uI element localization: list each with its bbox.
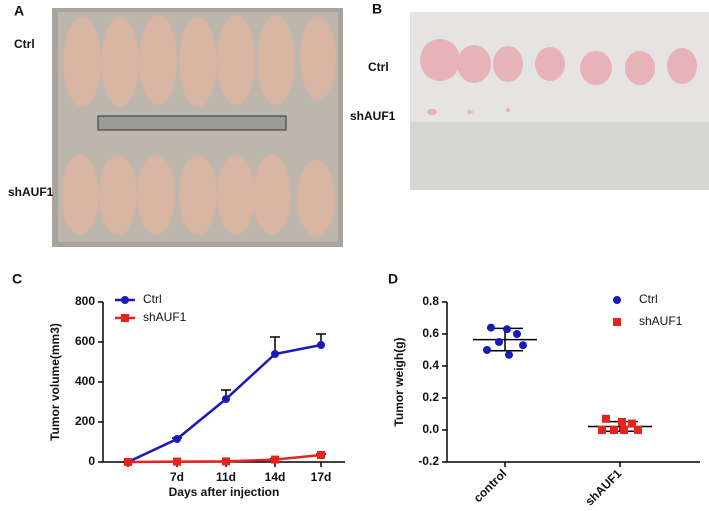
marker (505, 350, 513, 359)
photo-b (410, 12, 709, 190)
x-tick-label: 11d (216, 470, 236, 484)
marker (610, 426, 618, 434)
marker (613, 318, 621, 326)
y-tick-label: -0.2 (418, 454, 439, 468)
x-axis-label: Days after injection (169, 485, 280, 499)
marker (613, 296, 621, 304)
x-tick-label: control (471, 466, 510, 505)
marker (483, 346, 491, 354)
y-tick-label: 0.8 (422, 294, 439, 308)
marker (602, 414, 610, 423)
marker (598, 426, 606, 434)
marker (222, 395, 230, 403)
y-tick-label: 400 (75, 374, 95, 388)
x-tick-label: 14d (265, 470, 286, 484)
marker (317, 341, 325, 349)
marker (513, 330, 521, 338)
y-tick-label: 0.6 (422, 326, 439, 340)
marker (503, 325, 511, 334)
photo-label: Ctrl (368, 60, 389, 74)
panel-letter: C (12, 271, 22, 287)
marker (271, 455, 279, 464)
panel-letter: A (14, 3, 24, 19)
marker (634, 426, 642, 434)
legend-label: Ctrl (639, 292, 658, 306)
marker (495, 338, 503, 346)
marker (620, 426, 628, 434)
y-tick-label: 800 (75, 294, 95, 308)
panel-letter: D (388, 271, 398, 287)
y-tick-label: 0.0 (422, 422, 439, 436)
legend-label: shAUF1 (639, 314, 683, 328)
y-tick-label: 600 (75, 334, 95, 348)
marker (519, 341, 527, 350)
marker (271, 350, 279, 358)
marker (121, 314, 129, 322)
marker (173, 457, 181, 466)
y-axis-label: Tumor volume(mm3) (48, 323, 62, 441)
marker (487, 323, 495, 332)
marker (618, 418, 626, 426)
marker (173, 435, 181, 443)
legend-label: shAUF1 (143, 310, 187, 324)
panel-letter: B (372, 1, 382, 17)
marker (317, 451, 325, 459)
x-tick-label: shAUF1 (582, 466, 624, 508)
photo-label: shAUF1 (8, 185, 54, 199)
marker (628, 419, 636, 428)
y-axis-label: Tumor weigh(g) (392, 337, 406, 426)
y-tick-label: 200 (75, 414, 95, 428)
photo-label: shAUF1 (350, 109, 396, 123)
marker (124, 458, 132, 466)
marker (222, 457, 230, 466)
legend-label: Ctrl (143, 292, 162, 306)
x-tick-label: 17d (311, 470, 332, 484)
x-tick-label: 7d (170, 470, 184, 484)
marker (121, 296, 129, 304)
y-tick-label: 0.4 (422, 358, 439, 372)
y-tick-label: 0.2 (422, 390, 439, 404)
photo-a (52, 8, 343, 247)
y-tick-label: 0 (88, 454, 95, 468)
series-line (127, 343, 322, 464)
photo-label: Ctrl (14, 37, 35, 51)
